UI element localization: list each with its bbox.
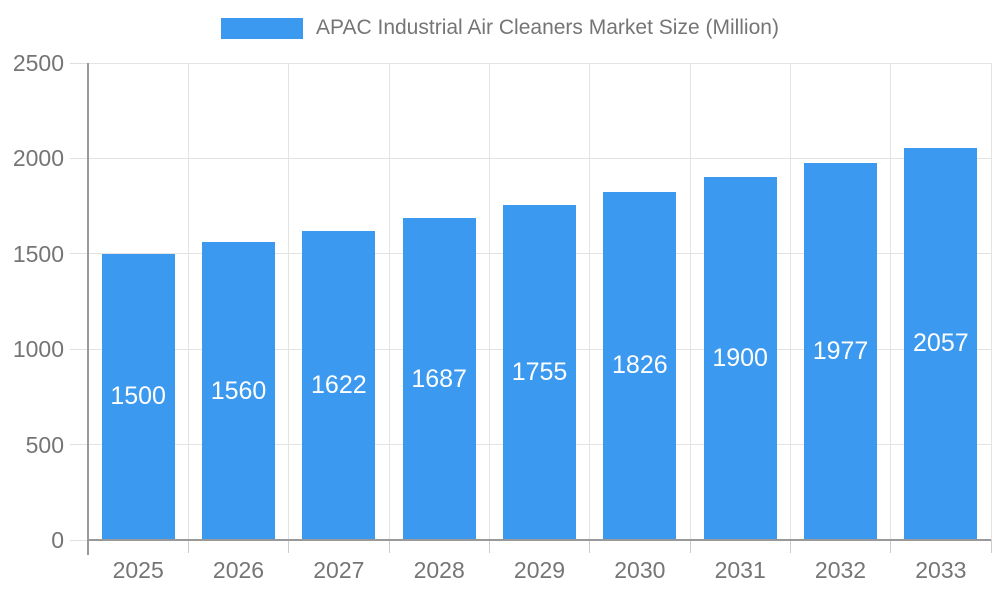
y-axis-tick [70,539,88,541]
x-gridline [488,63,490,540]
bar-value-label: 2057 [913,329,969,358]
x-gridline [689,63,691,540]
legend-label chart-title: APAC Industrial Air Cleaners Market Size… [316,16,779,39]
y-axis-tick [70,157,88,159]
x-gridline [789,63,791,540]
y-gridline [88,62,991,64]
x-axis-tick [488,540,490,553]
x-gridline [589,63,591,540]
bar-value-label: 1687 [411,364,467,393]
bar[interactable]: 1622 [302,230,376,540]
bar[interactable]: 1755 [503,205,576,540]
legend[interactable]: APAC Industrial Air Cleaners Market Size… [0,16,1000,40]
bar-value-label: 1755 [511,358,568,387]
bar[interactable]: 1500 [101,253,175,540]
bar[interactable]: 1560 [202,242,275,540]
y-axis-tick [70,62,88,64]
x-axis-label: 2026 [212,557,265,583]
legend-swatch [221,17,304,39]
y-axis-label: 0 [51,527,64,553]
bar-value-label: 1977 [812,336,869,365]
x-axis-label: 2033 [915,557,967,583]
y-axis-label: 2000 [12,145,64,172]
x-gridline [890,63,892,540]
y-axis-label: 500 [25,431,64,458]
x-axis-tick [890,540,892,553]
x-axis-tick [589,540,591,553]
x-axis-label: 2028 [413,557,465,583]
y-axis-tick [70,348,88,350]
bar-value-label: 1826 [612,351,668,380]
y-axis-tick [70,253,88,255]
bar[interactable]: 2057 [904,147,978,540]
y-gridline [88,157,991,159]
bar[interactable]: 1826 [603,191,677,540]
x-axis-label: 2029 [513,557,566,583]
x-axis-label: 2031 [714,557,766,583]
x-gridline [990,63,992,540]
x-axis-tick [689,540,691,553]
x-axis-tick [990,540,992,553]
y-axis-label: 2500 [12,50,64,76]
x-gridline [288,63,290,540]
x-axis-label: 2025 [112,557,164,583]
y-axis-line [87,63,89,555]
x-axis-tick [789,540,791,553]
x-gridline [187,63,189,540]
bar[interactable]: 1977 [804,162,877,540]
x-axis-tick [187,540,189,553]
bar-value-label: 1622 [311,370,367,399]
x-gridline [388,63,390,540]
y-axis-label: 1000 [12,336,64,363]
bar[interactable]: 1687 [402,218,476,540]
x-axis-line [88,539,991,541]
bar-value-label: 1560 [210,376,267,405]
x-axis-tick [388,540,390,553]
x-axis-label: 2032 [814,557,867,583]
y-axis-tick [70,444,88,446]
bar-value-label: 1500 [110,382,166,411]
x-axis-tick [288,540,290,553]
bar[interactable]: 1900 [703,177,777,540]
x-axis-label: 2027 [313,557,365,583]
x-axis-label: 2030 [614,557,666,583]
bar-value-label: 1900 [712,344,768,373]
y-axis-label: 1500 [12,240,64,267]
